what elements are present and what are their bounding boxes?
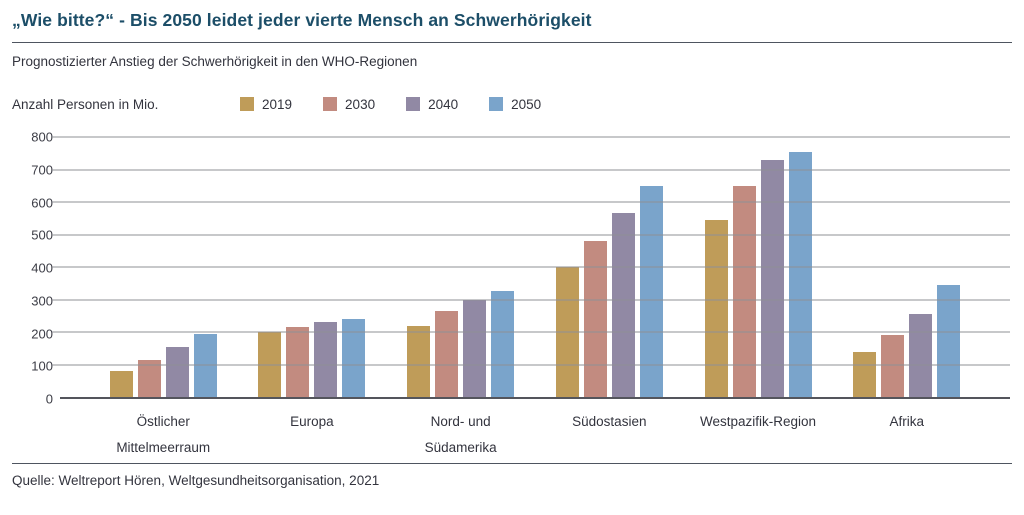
y-tick-label: 800	[31, 129, 53, 145]
bar-2030	[137, 359, 161, 397]
legend-item-2030: 2030	[323, 97, 375, 112]
bar-group-6: Afrika	[853, 137, 961, 429]
bar-2050	[937, 284, 961, 397]
gridline	[52, 331, 1010, 333]
legend-item-2050: 2050	[489, 97, 541, 112]
legend-label: 2019	[262, 96, 293, 112]
bar-2050	[639, 185, 663, 397]
gridline	[52, 364, 1010, 365]
bar-2030	[435, 310, 459, 397]
legend-swatch-2030	[323, 97, 338, 111]
title-divider	[12, 42, 1012, 43]
bar-2040	[463, 299, 487, 397]
gridline	[52, 169, 1010, 170]
legend-label: 2030	[345, 96, 376, 112]
bar-2040	[314, 322, 338, 397]
category-label: Südostasien	[572, 414, 647, 429]
category-label: Westpazifik-Region	[699, 414, 817, 429]
category-label: Afrika	[889, 414, 924, 429]
bar-2030	[732, 185, 756, 397]
unit-label: Anzahl Personen in Mio.	[12, 96, 159, 112]
legend-label: 2040	[428, 96, 459, 112]
legend-swatch-2040	[406, 97, 421, 111]
category-label: Europa	[290, 414, 334, 429]
page-title: „Wie bitte?“ - Bis 2050 leidet jeder vie…	[12, 10, 592, 30]
y-tick-label: 700	[31, 162, 53, 178]
bar-2030	[881, 335, 905, 397]
category-label: Östlicher Mittelmeerraum	[116, 414, 211, 455]
gridline	[52, 201, 1010, 203]
bar-chart: 0 100 200 300 400 500 600 700 800 Östlicher Mitte…	[12, 131, 1012, 455]
y-tick-label: 500	[31, 227, 53, 243]
bar-2019	[704, 219, 728, 397]
y-tick-label: 100	[31, 358, 53, 374]
bar-group-1: Östlicher Mittelmeerraum	[109, 137, 217, 455]
bar-2030	[583, 241, 607, 397]
bar-group-5: Westpazifik-Region	[700, 137, 816, 429]
footer: Quelle: Weltreport Hören, Weltgesundheit…	[12, 463, 1012, 488]
legend-swatch-2019	[240, 97, 254, 111]
y-tick-label: 400	[31, 260, 53, 276]
y-axis: 0 100 200 300 400 500 600 700 800	[12, 131, 60, 406]
bar-2040	[165, 346, 189, 397]
category-label: Nord- und Südamerika	[424, 414, 497, 455]
bar-2050	[193, 333, 217, 397]
bar-2040	[611, 213, 635, 397]
bar-2050	[342, 319, 366, 397]
bar-2019	[853, 351, 877, 397]
bar-2040	[760, 159, 784, 397]
footer-divider	[12, 463, 1012, 464]
legend-items: 2019 2030 2040 2050	[240, 97, 541, 112]
y-tick-label: 0	[45, 391, 53, 407]
bar-2040	[909, 314, 933, 397]
gridline	[52, 299, 1010, 300]
legend-item-2040: 2040	[406, 97, 458, 112]
bar-2019	[109, 371, 133, 397]
chart-subtitle: Prognostizierter Anstieg der Schwerhörig…	[12, 54, 418, 69]
bar-2050	[491, 291, 515, 397]
legend-swatch-2050	[489, 97, 504, 111]
source-note: Quelle: Weltreport Hören, Weltgesundheit…	[12, 473, 380, 488]
legend-label: 2050	[511, 96, 542, 112]
bar-groups: Östlicher Mittelmeerraum Europa Nord- und Sü…	[60, 137, 1010, 455]
gridline	[52, 234, 1010, 235]
bar-2030	[286, 327, 310, 397]
bar-2019	[407, 325, 431, 397]
y-tick-label: 300	[31, 293, 53, 309]
y-tick-label: 200	[31, 326, 53, 341]
plot-area: Östlicher Mittelmeerraum Europa Nord- und Sü…	[52, 136, 1010, 455]
gridline	[52, 136, 1010, 138]
legend-item-2019: 2019	[240, 97, 292, 112]
bar-2050	[788, 151, 812, 397]
gridline	[52, 266, 1010, 268]
legend-row: Anzahl Personen in Mio. 2019 2030 2040 2050	[12, 95, 1012, 113]
bar-group-3: Nord- und Südamerika	[407, 137, 515, 455]
y-tick-label: 600	[31, 195, 53, 210]
